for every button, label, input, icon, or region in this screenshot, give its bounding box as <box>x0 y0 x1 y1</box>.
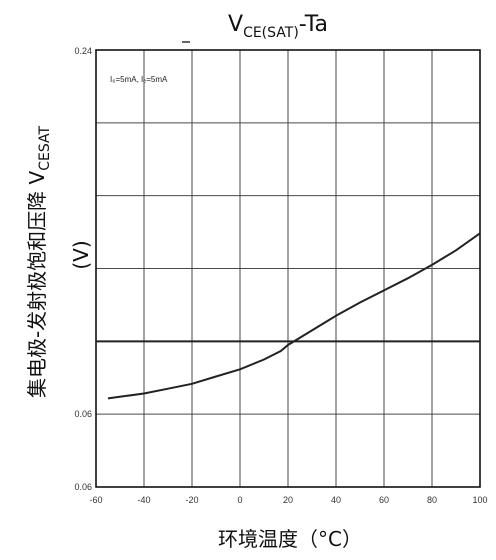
x-tick-label: -20 <box>185 495 198 505</box>
x-tick-labels: -60 -40 -20 0 20 40 60 80 100 <box>89 495 487 505</box>
x-tick-label: 20 <box>283 495 293 505</box>
y-axis-unit-text: (V) <box>69 240 93 269</box>
chart-title-sub: CE(SAT) <box>243 25 299 41</box>
plot-area: I₆=5mA, Iₑ=5mA <box>95 49 481 488</box>
y-axis-unit: (V) <box>69 240 93 269</box>
x-tick-label: 60 <box>379 495 389 505</box>
y-axis-label: 集电极-发射极饱和压降 VCESAT <box>25 126 53 399</box>
chart-title-main: V <box>228 12 243 37</box>
x-tick-label: 80 <box>427 495 437 505</box>
x-axis-label: 环境温度（°C） <box>218 527 362 551</box>
x-tick-label: 0 <box>237 495 242 505</box>
plot-frame <box>95 49 481 488</box>
y-tick-label: 0.06 <box>74 409 92 419</box>
condition-label: I₆=5mA, Iₑ=5mA <box>110 75 168 84</box>
x-tick-label: 40 <box>331 495 341 505</box>
y-tick-labels: 0.24 0.06 0.06 <box>74 46 92 492</box>
y-axis-label-sub: CESAT <box>37 126 53 171</box>
svg-text:集电极-发射极饱和压降 VCESAT: 集电极-发射极饱和压降 VCESAT <box>25 126 53 399</box>
chart-title: VCE(SAT)-Ta <box>228 12 328 41</box>
series-line <box>107 232 481 400</box>
x-tick-label: -40 <box>137 495 150 505</box>
x-tick-label: -60 <box>89 495 102 505</box>
y-tick-label: 0.24 <box>74 46 92 56</box>
chart-title-tail: -Ta <box>299 12 328 37</box>
y-tick-label: 0.06 <box>74 482 92 492</box>
x-tick-label: 100 <box>472 495 487 505</box>
grid <box>96 50 480 487</box>
y-axis-label-main: 集电极-发射极饱和压降 V <box>25 170 49 398</box>
